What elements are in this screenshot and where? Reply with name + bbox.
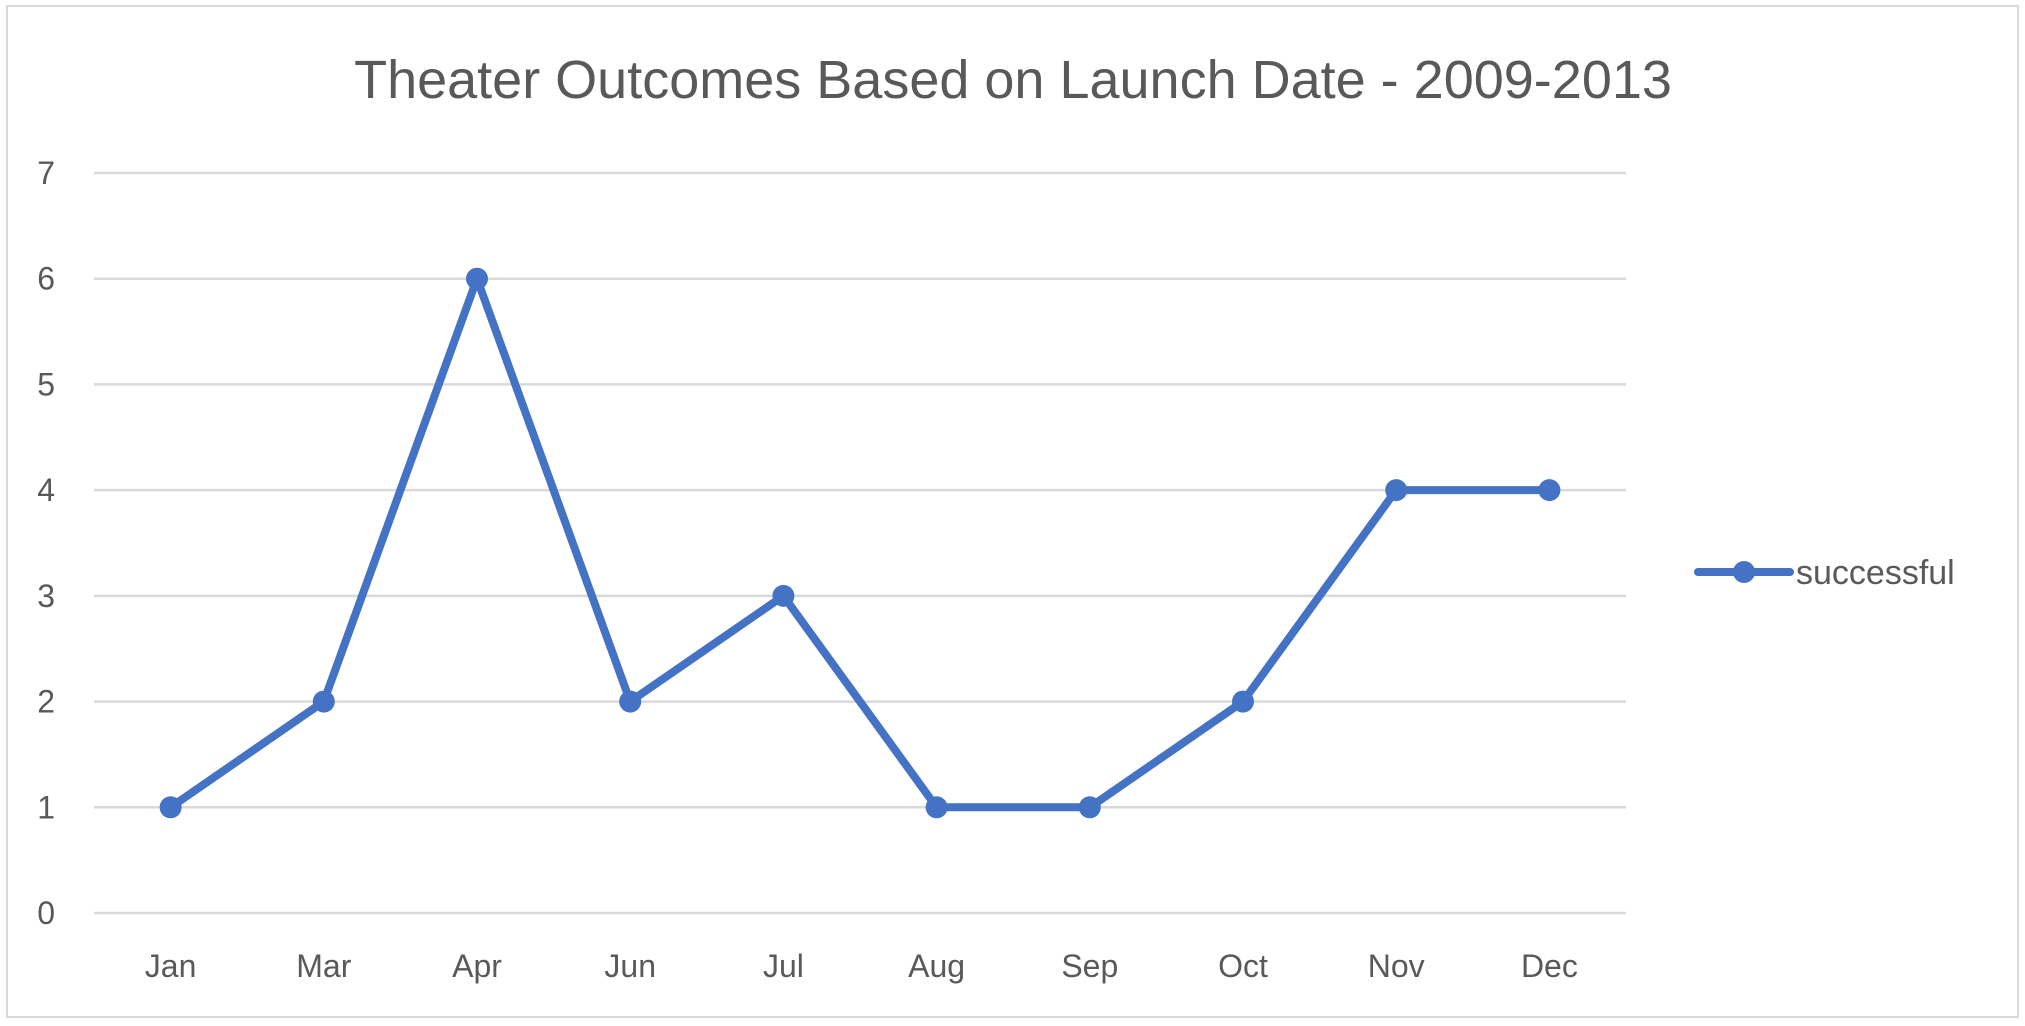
data-point-aug: [925, 796, 948, 819]
x-tick-label-dec: Dec: [1521, 948, 1578, 984]
data-point-jan: [159, 796, 182, 819]
x-tick-label-apr: Apr: [452, 948, 502, 984]
data-point-oct: [1232, 690, 1254, 713]
data-point-jun: [619, 690, 642, 713]
x-tick-label-aug: Aug: [908, 948, 965, 984]
legend-point-marker: [1733, 561, 1755, 583]
x-tick-label-jan: Jan: [145, 948, 197, 984]
series-successful: [159, 267, 1561, 819]
series-line-successful: [166, 274, 1554, 812]
y-axis-tick-labels: 0 1 2 3 4 5 6 7: [37, 155, 55, 931]
gridlines: [94, 171, 1626, 915]
y-tick-label-1: 1: [37, 789, 55, 825]
legend-label-successful: successful: [1796, 554, 1955, 592]
y-tick-label-4: 4: [37, 472, 55, 508]
data-point-jul: [772, 584, 795, 607]
y-tick-label-5: 5: [37, 366, 55, 402]
x-tick-label-jul: Jul: [763, 948, 804, 984]
x-axis-tick-labels: Jan Mar Apr Jun Jul Aug Sep Oct Nov Dec: [145, 948, 1578, 984]
y-tick-label-7: 7: [37, 155, 55, 191]
chart-title: Theater Outcomes Based on Launch Date - …: [354, 50, 1672, 110]
x-tick-label-mar: Mar: [296, 948, 351, 984]
legend: successful: [1694, 554, 1955, 592]
data-point-nov: [1385, 479, 1408, 502]
x-tick-label-jun: Jun: [604, 948, 656, 984]
y-tick-label-0: 0: [37, 895, 55, 931]
data-point-dec: [1538, 479, 1561, 502]
x-tick-label-oct: Oct: [1218, 948, 1268, 984]
data-point-mar: [312, 690, 335, 713]
data-point-sep: [1078, 796, 1101, 819]
x-tick-label-nov: Nov: [1368, 948, 1425, 984]
y-tick-label-2: 2: [37, 684, 55, 720]
data-point-apr: [466, 267, 488, 290]
y-tick-label-6: 6: [37, 261, 55, 297]
y-tick-label-3: 3: [37, 578, 55, 614]
x-tick-label-sep: Sep: [1061, 948, 1118, 984]
